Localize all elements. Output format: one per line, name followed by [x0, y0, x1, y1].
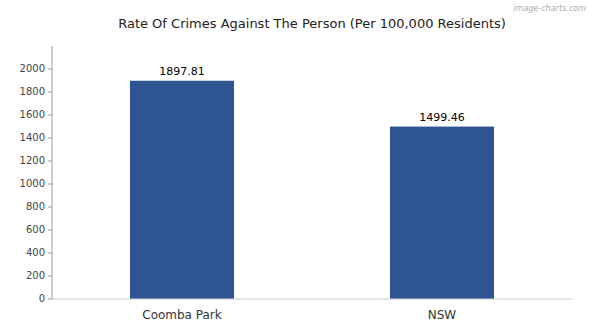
x-tick-label: NSW: [428, 308, 457, 322]
x-axis: Coomba Park NSW: [52, 299, 572, 322]
y-tick: [48, 92, 52, 93]
y-tick: [48, 184, 52, 185]
bars: [130, 81, 494, 299]
y-tick: [48, 138, 52, 139]
y-tick-label: 2000: [20, 63, 45, 74]
data-labels: 1897.81 1499.46: [159, 65, 465, 124]
y-tick-label: 1000: [20, 178, 45, 189]
watermark: image-charts.com: [514, 4, 587, 13]
bar: [130, 81, 234, 299]
y-tick: [48, 253, 52, 254]
y-tick-label: 1600: [20, 109, 45, 120]
y-tick-label: 1400: [20, 132, 45, 143]
y-axis: 0 200 400 600 800 1000 1200 1400 1600 1800 2000: [20, 46, 52, 304]
y-tick-label: 0: [39, 293, 45, 304]
data-label: 1499.46: [419, 111, 465, 124]
bar: [390, 127, 494, 299]
y-tick: [48, 230, 52, 231]
data-label: 1897.81: [159, 65, 205, 78]
y-tick: [48, 69, 52, 70]
y-tick-label: 600: [26, 224, 45, 235]
y-tick: [48, 299, 52, 300]
chart-container: Rate Of Crimes Against The Person (Per 1…: [0, 0, 592, 333]
y-tick: [48, 276, 52, 277]
y-tick: [48, 115, 52, 116]
x-axis-line: [52, 299, 572, 300]
y-tick-label: 400: [26, 247, 45, 258]
y-tick-label: 1200: [20, 155, 45, 166]
y-tick-label: 800: [26, 201, 45, 212]
y-tick-label: 1800: [20, 86, 45, 97]
y-tick-label: 200: [26, 270, 45, 281]
background: [0, 0, 592, 333]
y-tick: [48, 207, 52, 208]
x-tick-label: Coomba Park: [142, 308, 222, 322]
y-tick: [48, 161, 52, 162]
title: Rate Of Crimes Against The Person (Per 1…: [118, 16, 506, 31]
y-axis-line: [52, 46, 53, 299]
chart: Rate Of Crimes Against The Person (Per 1…: [0, 0, 592, 333]
